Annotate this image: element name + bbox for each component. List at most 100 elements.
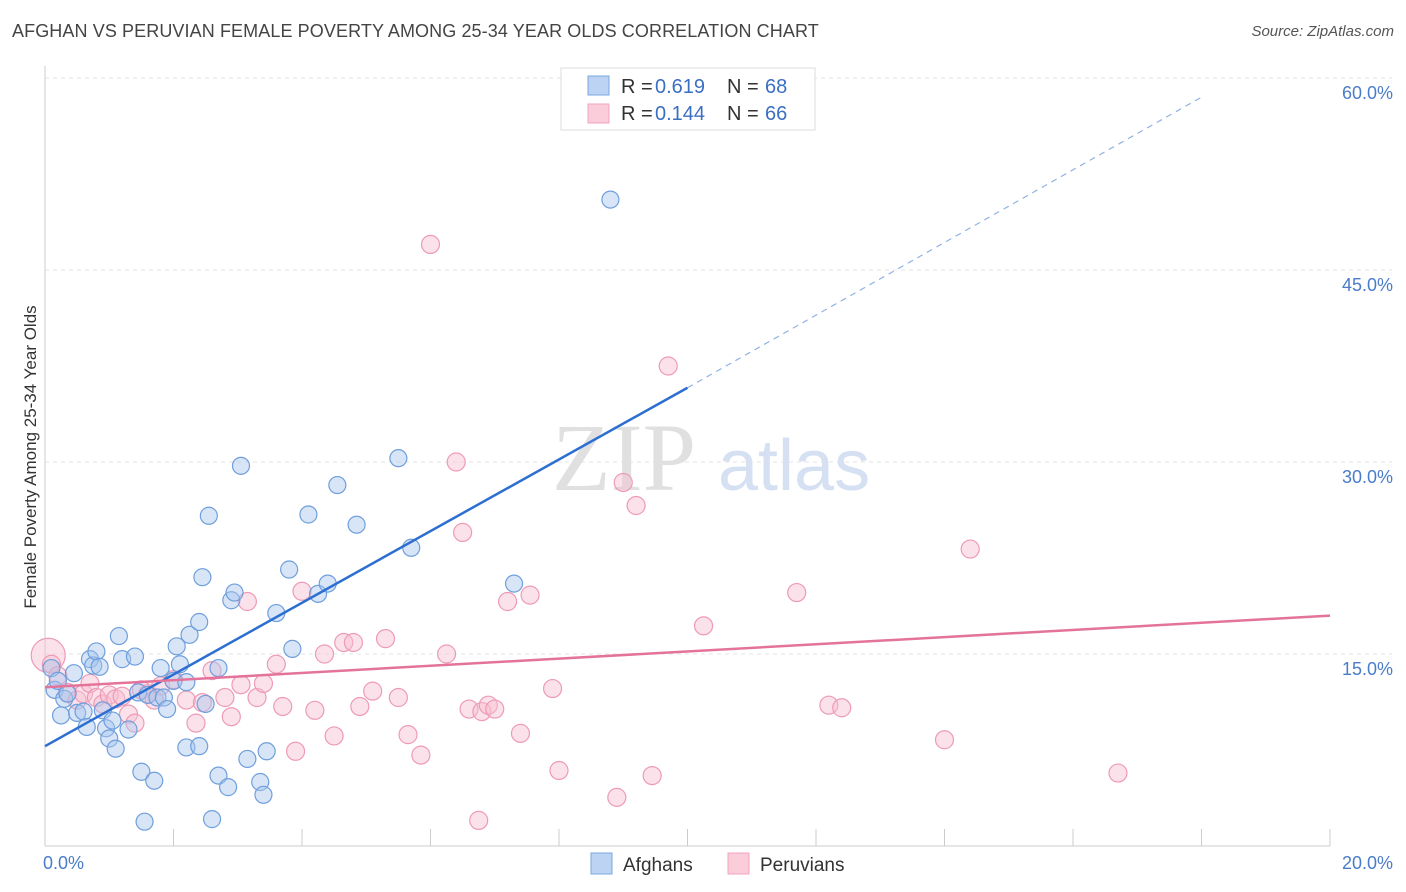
peruvians-point: [453, 522, 473, 543]
afghans-point: [209, 658, 228, 678]
afghans-point: [106, 739, 125, 758]
afghans-point: [58, 684, 77, 703]
afghans-point: [347, 515, 366, 534]
peruvians-point: [231, 675, 251, 695]
peruvians-point: [693, 616, 714, 636]
peruvians-point: [613, 472, 633, 493]
afghans-point: [196, 694, 215, 714]
afghans-point: [68, 703, 87, 722]
x-tick-label-1: 20.0%: [1342, 853, 1393, 873]
peruvians-point: [446, 452, 466, 472]
x-tick-label-0: 0.0%: [43, 853, 84, 873]
peruvians-point: [324, 726, 344, 746]
afghans-trend-line: [44, 386, 689, 748]
trend-lines: [44, 96, 1331, 748]
legend-swatch-afghans: [587, 75, 610, 96]
peruvians-point: [41, 654, 62, 674]
bottom-legend-label-peruvians: Peruvians: [760, 855, 845, 876]
afghans-point: [257, 742, 276, 761]
y-tick-label-3: 60.0%: [1342, 83, 1393, 103]
peruvians-point: [549, 760, 569, 781]
peruvians-point: [832, 698, 852, 718]
legend-r-value-afghans: 0.619: [655, 76, 705, 98]
peruvians-point: [334, 632, 354, 653]
afghans-point: [100, 729, 119, 748]
afghans-point: [55, 689, 74, 708]
afghans-point: [389, 449, 408, 468]
bottom-legend-swatch-afghans: [590, 852, 613, 875]
afghans-point: [190, 612, 209, 632]
peruvians-point: [642, 765, 662, 786]
peruvians-point: [314, 644, 335, 664]
peruvians-point: [221, 707, 241, 727]
peruvians-point: [292, 581, 312, 601]
peruvians-point: [363, 681, 383, 701]
peruvians-point: [485, 699, 505, 719]
y-tick-label-0: 15.0%: [1342, 659, 1393, 679]
afghans-point: [132, 762, 151, 781]
afghans-point: [145, 771, 164, 790]
peruvians-point: [247, 687, 267, 708]
afghans-point: [283, 639, 302, 658]
afghans-point: [504, 574, 524, 593]
bottom-legend-label-afghans: Afghans: [623, 855, 693, 876]
peruvians-point: [469, 810, 489, 831]
peruvians-point: [343, 632, 363, 653]
afghans-trend-extension: [687, 96, 1202, 389]
peruvians-point: [388, 687, 408, 708]
peruvians-point: [934, 730, 955, 750]
afghans-point: [601, 190, 620, 209]
bottom-legend-swatch-peruvians: [727, 852, 750, 875]
afghans-point: [90, 657, 109, 676]
y-tick-label-1: 30.0%: [1342, 467, 1393, 487]
source-label: Source: ZipAtlas.com: [1251, 23, 1394, 40]
peruvians-point: [186, 713, 206, 733]
afghans-point: [225, 583, 244, 602]
peruvians-trend-line: [44, 614, 1331, 689]
peruvians-point: [350, 696, 370, 717]
legend-n-value-peruvians: 66: [765, 103, 787, 125]
peruvians-point: [607, 787, 627, 807]
peruvians-point: [498, 591, 518, 612]
afghans-point: [280, 560, 299, 579]
afghans-point: [109, 626, 128, 646]
peruvians-point: [626, 495, 646, 516]
axes: [44, 66, 1331, 847]
afghans-point: [328, 475, 347, 495]
afghans-point: [199, 506, 218, 525]
peruvians-point: [285, 741, 306, 761]
tick-labels: 15.0% 30.0% 45.0% 60.0% 0.0% 20.0%: [43, 83, 1393, 873]
afghans-point: [87, 642, 106, 661]
peruvians-points: [30, 234, 1128, 831]
afghans-point: [51, 706, 71, 725]
afghans-point: [84, 656, 103, 675]
legend-n-label-peruvians: N =: [727, 103, 764, 125]
peruvians-point: [520, 585, 540, 605]
afghans-point: [299, 505, 318, 524]
afghans-point: [193, 568, 212, 587]
peruvians-point: [375, 629, 396, 649]
afghans-point: [167, 637, 186, 656]
legend-r-label-afghans: R =: [621, 76, 658, 98]
afghans-point: [119, 720, 138, 739]
peruvians-point: [237, 591, 257, 612]
afghans-point: [151, 658, 170, 678]
peruvians-point: [273, 696, 293, 717]
y-axis-label-group: Female Poverty Among 25-34 Year Olds: [21, 305, 40, 608]
afghans-point: [231, 456, 251, 475]
afghans-point: [190, 737, 209, 756]
watermark-zip: ZIP: [552, 404, 696, 511]
afghans-point: [74, 702, 93, 721]
afghans-point: [180, 625, 199, 644]
afghans-point: [64, 664, 84, 683]
afghans-point: [154, 688, 173, 707]
afghans-point: [177, 673, 196, 692]
legend-r-label-peruvians: R =: [621, 103, 658, 125]
legend-swatch-peruvians: [587, 103, 610, 124]
bottom-legend: Afghans Peruvians: [590, 852, 845, 876]
peruvians-point: [1108, 763, 1128, 783]
peruvians-point: [542, 678, 563, 699]
peruvians-point: [510, 723, 531, 743]
peruvians-point: [787, 582, 807, 603]
peruvians-point: [305, 700, 325, 720]
